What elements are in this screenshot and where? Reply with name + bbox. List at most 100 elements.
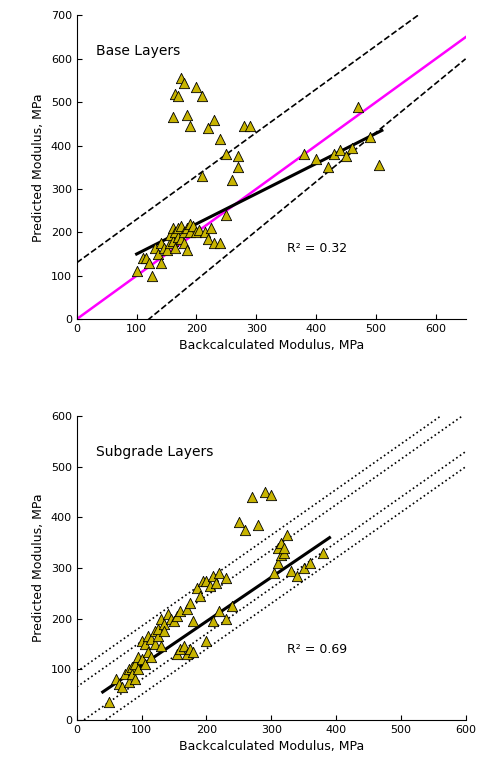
Point (300, 148, 308, 160)
Point (157, 612, 165, 625)
Point (336, 144, 344, 156)
Point (274, 542, 281, 554)
Point (277, 536, 285, 549)
Point (147, 632, 155, 645)
Point (193, 582, 201, 594)
Point (125, 663, 132, 676)
Point (147, 650, 155, 663)
Point (139, 252, 146, 265)
Point (180, 77, 188, 89)
Point (151, 638, 158, 650)
Point (132, 658, 139, 670)
Point (202, 226, 209, 238)
Point (134, 663, 142, 676)
Point (163, 244, 170, 256)
Point (222, 612, 229, 625)
Point (211, 237, 218, 249)
Point (204, 122, 212, 135)
Point (186, 642, 194, 655)
Point (144, 630, 152, 642)
Point (300, 562, 308, 574)
Y-axis label: Predicted Modulus, MPa: Predicted Modulus, MPa (32, 93, 45, 241)
Point (330, 148, 338, 160)
Point (216, 237, 224, 249)
Point (223, 209, 230, 221)
Point (246, 120, 254, 132)
Point (184, 222, 192, 235)
Point (348, 142, 356, 154)
Point (154, 248, 161, 260)
Text: R² = 0.32: R² = 0.32 (287, 242, 347, 255)
Point (141, 658, 149, 670)
Point (199, 170, 206, 182)
Point (178, 220, 185, 232)
Point (216, 133, 224, 146)
Point (312, 152, 320, 165)
Point (154, 630, 162, 642)
Point (287, 564, 294, 577)
Point (141, 638, 149, 650)
Point (144, 646, 152, 658)
Point (261, 486, 269, 498)
Point (167, 612, 175, 625)
Point (172, 241, 180, 254)
Point (164, 608, 171, 620)
Point (156, 256, 164, 269)
Point (203, 635, 210, 648)
Point (128, 668, 136, 680)
Point (175, 231, 182, 243)
Point (190, 220, 197, 232)
Point (366, 131, 374, 143)
Point (204, 233, 212, 245)
Point (207, 222, 215, 235)
Point (118, 681, 126, 694)
Point (234, 150, 242, 163)
Point (222, 572, 229, 584)
Point (234, 161, 242, 173)
Point (280, 546, 288, 559)
Point (192, 80, 200, 93)
Point (160, 618, 168, 630)
Point (187, 217, 194, 230)
Point (160, 241, 168, 254)
Point (206, 580, 214, 592)
Point (342, 150, 350, 163)
Point (199, 574, 207, 587)
Text: R² = 0.69: R² = 0.69 (287, 643, 347, 656)
Text: Base Layers: Base Layers (96, 44, 180, 58)
Point (170, 615, 178, 628)
Point (166, 237, 173, 249)
Point (211, 113, 218, 125)
Point (177, 604, 184, 617)
Point (375, 159, 383, 171)
Point (166, 228, 173, 241)
Point (203, 574, 210, 587)
Point (145, 256, 153, 269)
Point (216, 567, 223, 579)
Point (240, 120, 248, 132)
Point (168, 222, 176, 235)
Point (177, 642, 184, 655)
Point (195, 224, 203, 236)
Point (180, 226, 188, 238)
Point (180, 640, 188, 652)
Point (156, 237, 164, 249)
Point (267, 488, 275, 501)
Text: Subgrade Layers: Subgrade Layers (96, 445, 214, 459)
Point (168, 235, 176, 247)
Point (212, 577, 220, 589)
Point (134, 650, 142, 663)
Point (274, 557, 281, 569)
Point (196, 590, 204, 602)
Point (151, 625, 158, 638)
Point (293, 570, 301, 582)
Point (241, 524, 249, 536)
Point (277, 550, 285, 562)
Point (319, 546, 327, 559)
X-axis label: Backcalculated Modulus, MPa: Backcalculated Modulus, MPa (179, 340, 364, 352)
Point (148, 269, 156, 282)
Point (138, 635, 145, 648)
Point (138, 653, 145, 666)
Point (271, 567, 278, 579)
Point (187, 120, 194, 132)
